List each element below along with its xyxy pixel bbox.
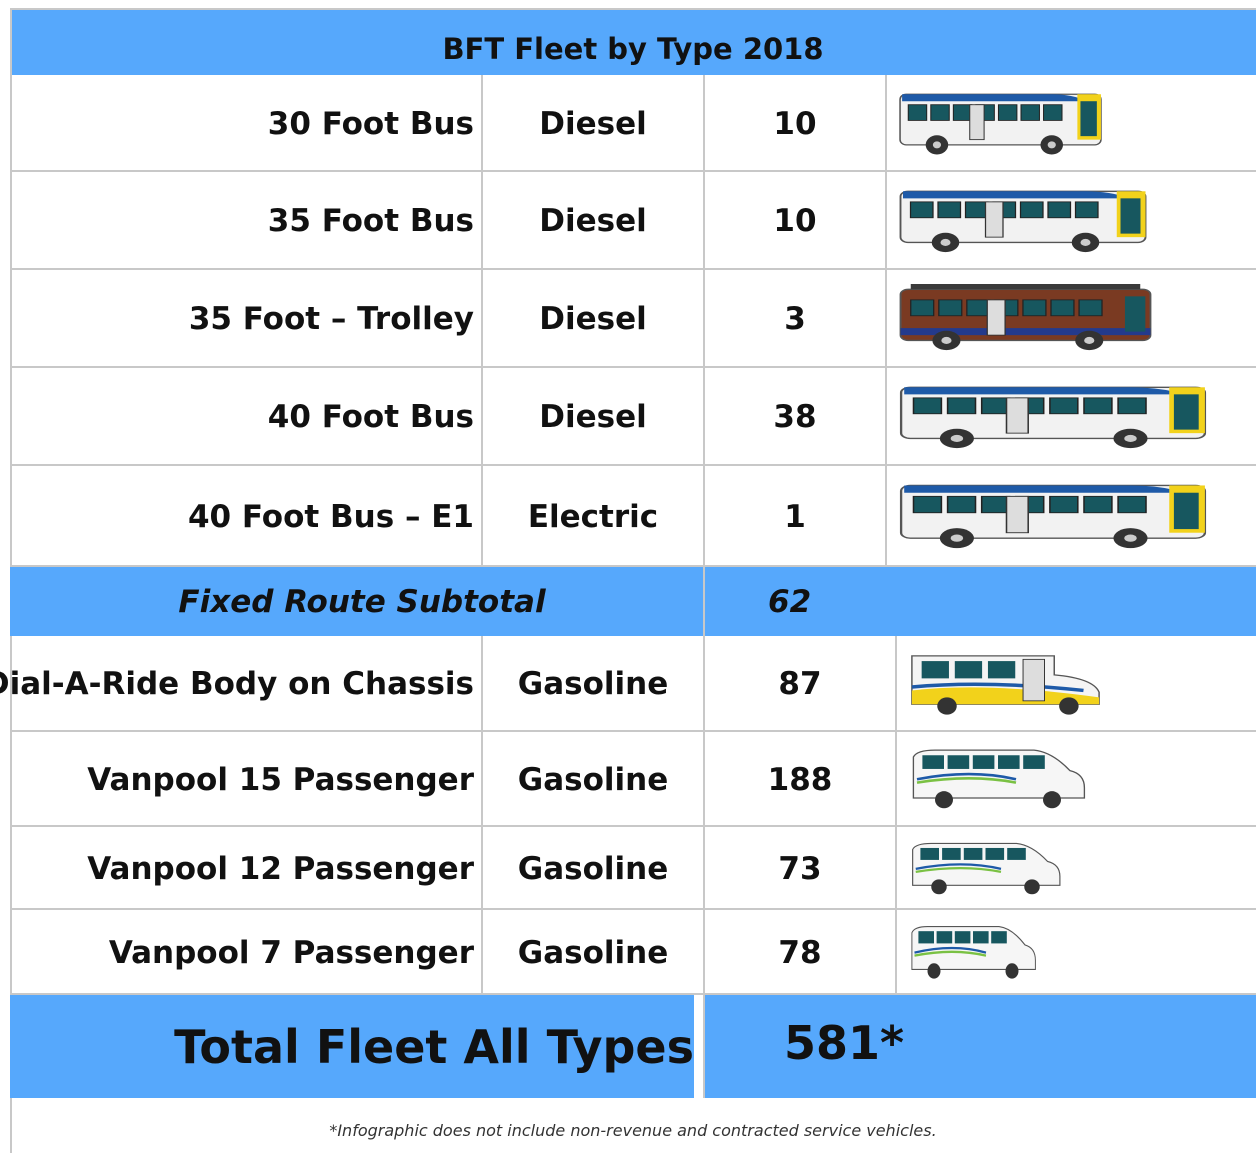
column-border bbox=[885, 75, 887, 172]
column-border bbox=[885, 466, 887, 567]
vehicle-count: 10 bbox=[773, 105, 817, 142]
column-border bbox=[481, 172, 483, 270]
total-label: Total Fleet All Types bbox=[10, 995, 694, 1098]
fuel-type: Diesel bbox=[539, 203, 647, 239]
fuel-type: Gasoline bbox=[517, 761, 669, 798]
column-border bbox=[703, 636, 705, 732]
fuel-type: Gasoline bbox=[517, 850, 669, 887]
column-border bbox=[481, 910, 483, 995]
column-border bbox=[481, 270, 483, 368]
vehicle-type: Vanpool 15 Passenger bbox=[87, 761, 474, 798]
column-border bbox=[481, 636, 483, 732]
vehicle-count: 188 bbox=[767, 761, 833, 798]
row-border bbox=[10, 366, 1256, 368]
column-border bbox=[895, 732, 897, 827]
column-border bbox=[703, 368, 705, 466]
fuel-type: Diesel bbox=[539, 399, 647, 435]
fuel-type: Gasoline bbox=[517, 934, 669, 971]
subtotal-label: Fixed Route Subtotal bbox=[10, 567, 704, 636]
row-border bbox=[10, 268, 1256, 270]
column-border bbox=[481, 368, 483, 466]
column-border bbox=[703, 466, 705, 567]
vehicle-type: 40 Foot Bus – E1 bbox=[187, 498, 474, 535]
vehicle-image bbox=[911, 655, 1100, 716]
column-border bbox=[481, 732, 483, 827]
vehicle-count: 73 bbox=[778, 850, 822, 887]
column-border bbox=[703, 567, 705, 636]
row-border bbox=[10, 908, 1256, 910]
total-count: 581* bbox=[704, 995, 1256, 1098]
column-border bbox=[895, 636, 897, 732]
vehicle-image bbox=[912, 842, 1061, 894]
column-border bbox=[481, 466, 483, 567]
vehicle-type: 30 Foot Bus bbox=[267, 105, 474, 142]
vehicle-count: 3 bbox=[784, 301, 806, 337]
column-border bbox=[703, 732, 705, 827]
column-border bbox=[703, 910, 705, 995]
vehicle-count: 10 bbox=[773, 203, 817, 239]
vehicle-image bbox=[912, 749, 1086, 809]
vehicle-count: 38 bbox=[773, 399, 817, 435]
vehicle-type: Vanpool 12 Passenger bbox=[87, 850, 474, 887]
fuel-type: Diesel bbox=[539, 301, 647, 337]
column-border bbox=[481, 75, 483, 172]
row-border bbox=[10, 825, 1256, 827]
top-border bbox=[10, 8, 1256, 10]
vehicle-image bbox=[899, 283, 1152, 350]
column-border bbox=[703, 172, 705, 270]
vehicle-type: Dial-A-Ride Body on Chassis bbox=[0, 666, 474, 702]
footnote: *Infographic does not include non-revenu… bbox=[329, 1120, 937, 1140]
vehicle-image bbox=[911, 925, 1036, 979]
row-border bbox=[10, 565, 1256, 567]
title-bar: BFT Fleet by Type 2018 bbox=[10, 10, 1256, 75]
row-border bbox=[10, 730, 1256, 732]
vehicle-count: 78 bbox=[778, 934, 822, 971]
vehicle-count: 1 bbox=[784, 498, 806, 535]
column-border bbox=[703, 995, 705, 1098]
vehicle-type: 35 Foot Bus bbox=[267, 203, 474, 239]
column-border bbox=[895, 910, 897, 995]
column-border bbox=[481, 827, 483, 910]
vehicle-count: 87 bbox=[778, 666, 822, 702]
fuel-type: Electric bbox=[527, 498, 659, 535]
row-border bbox=[10, 170, 1256, 172]
column-border bbox=[885, 172, 887, 270]
column-border bbox=[703, 827, 705, 910]
vehicle-type: 35 Foot – Trolley bbox=[188, 301, 474, 337]
column-border bbox=[895, 827, 897, 910]
row-border bbox=[10, 464, 1256, 466]
column-border bbox=[703, 270, 705, 368]
vehicle-image bbox=[899, 190, 1147, 252]
column-border bbox=[885, 368, 887, 466]
fuel-type: Diesel bbox=[539, 105, 647, 142]
vehicle-image bbox=[899, 484, 1207, 549]
subtotal-count: 62 bbox=[704, 567, 1256, 636]
vehicle-type: Vanpool 7 Passenger bbox=[108, 934, 474, 971]
row-border bbox=[10, 993, 1256, 995]
column-border bbox=[885, 270, 887, 368]
column-border bbox=[703, 75, 705, 172]
vehicle-type: 40 Foot Bus bbox=[267, 399, 474, 435]
fuel-type: Gasoline bbox=[517, 666, 669, 702]
vehicle-image bbox=[899, 386, 1207, 448]
vehicle-image bbox=[899, 93, 1102, 155]
